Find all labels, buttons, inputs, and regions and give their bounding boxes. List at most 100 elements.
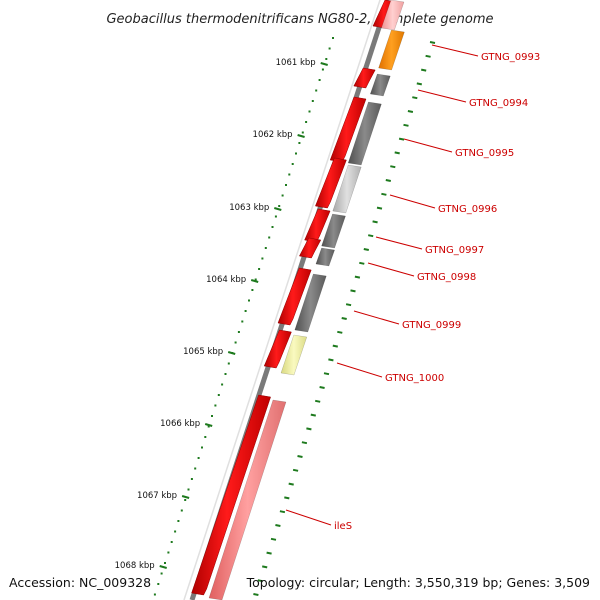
inner-tick <box>292 468 299 472</box>
genome-backbone-inner <box>183 0 381 600</box>
scale-dot <box>153 593 156 596</box>
reverse-strand-genes <box>208 0 405 600</box>
inner-tick <box>279 510 286 514</box>
inner-tick <box>368 234 374 238</box>
leader-line <box>336 362 383 378</box>
kbp-tick <box>159 565 167 569</box>
leader-line <box>431 44 479 57</box>
topology-text: Topology: circular; Length: 3,550,319 bp… <box>246 575 590 590</box>
gene-leader-lines <box>285 44 479 526</box>
scale-dot <box>308 110 311 113</box>
leader-line <box>367 262 415 277</box>
scale-dot <box>301 131 304 134</box>
reverse-gene <box>381 0 405 31</box>
scale-dot <box>204 436 207 438</box>
gene-label: GTNG_0996 <box>438 204 497 215</box>
scale-dot <box>298 142 301 144</box>
inner-tick <box>350 289 356 293</box>
gene-label: GTNG_0997 <box>425 245 484 256</box>
kbp-label: 1064 kbp <box>206 275 246 285</box>
scale-dot <box>234 341 237 344</box>
kbp-label: 1067 kbp <box>137 491 177 501</box>
scale-dot <box>194 467 197 470</box>
inner-tick <box>398 137 405 141</box>
inner-tick <box>337 330 343 334</box>
inner-ticks <box>253 41 436 596</box>
scale-dot <box>241 320 244 323</box>
inner-tick <box>394 151 400 155</box>
scale-dot <box>311 100 314 102</box>
kbp-label: 1061 kbp <box>276 58 316 68</box>
gene-label: ileS <box>334 521 352 532</box>
gene-label: GTNG_0994 <box>469 98 528 109</box>
inner-tick <box>310 413 316 417</box>
inner-tick <box>270 537 277 541</box>
scale-dot <box>285 184 287 186</box>
scale-dot <box>258 268 261 270</box>
scale-dot <box>261 257 264 260</box>
scale-dot <box>201 446 203 449</box>
inner-tick <box>376 206 383 210</box>
leader-line <box>403 138 453 153</box>
inner-tick <box>407 110 414 113</box>
inner-tick <box>354 275 361 279</box>
forward-gene <box>329 96 367 163</box>
gene-label: GTNG_0995 <box>455 148 514 159</box>
reverse-gene <box>208 399 287 600</box>
scale-dot <box>227 362 230 365</box>
inner-tick <box>412 96 418 100</box>
scale-dot <box>271 226 274 228</box>
gene-label: GTNG_0993 <box>481 52 540 63</box>
leader-line <box>417 89 467 103</box>
inner-tick <box>319 386 325 389</box>
scale-dot <box>157 583 160 585</box>
scale-dot <box>244 310 247 312</box>
scale-dot <box>237 331 240 333</box>
scale-dot <box>274 215 277 218</box>
inner-tick <box>288 482 294 486</box>
inner-tick <box>306 427 312 431</box>
scale-dot <box>321 68 324 71</box>
scale-dot <box>318 79 321 81</box>
kbp-label: 1065 kbp <box>183 347 223 357</box>
scale-dot <box>167 551 170 554</box>
scale-dot <box>254 278 257 281</box>
inner-tick <box>262 565 268 569</box>
kbp-tick <box>274 207 282 211</box>
kbp-tick <box>204 423 213 427</box>
forward-gene <box>304 208 331 243</box>
forward-strand-genes <box>191 0 398 596</box>
scale-dot <box>305 121 308 123</box>
inner-tick <box>253 593 259 596</box>
inner-tick <box>363 248 369 251</box>
kbp-label: 1062 kbp <box>253 130 293 140</box>
kbp-tick <box>181 495 190 499</box>
forward-gene <box>299 237 322 259</box>
inner-tick <box>359 261 365 265</box>
scale-dot <box>288 173 291 176</box>
inner-tick <box>421 68 427 72</box>
reverse-gene <box>347 101 382 166</box>
scale-dot <box>332 37 334 39</box>
scale-dot <box>328 47 331 50</box>
scale-dot <box>295 152 297 155</box>
forward-gene <box>191 394 271 596</box>
scale-dot <box>174 530 177 533</box>
scale-dot <box>224 373 227 375</box>
inner-tick <box>328 358 334 362</box>
map-title: Geobacillus thermodenitrificans NG80-2, … <box>106 12 493 27</box>
inner-tick <box>372 220 378 224</box>
inner-tick <box>332 344 338 348</box>
scale-dot <box>180 509 183 512</box>
leader-line <box>375 236 423 250</box>
forward-gene <box>353 67 376 89</box>
kbp-label: 1066 kbp <box>160 419 200 429</box>
scale-dot <box>187 488 190 491</box>
scale-dot <box>248 299 250 302</box>
scale-dot <box>217 394 220 396</box>
forward-gene <box>315 157 347 209</box>
inner-tick <box>345 303 352 307</box>
scale-dot <box>177 520 180 522</box>
scale-dot <box>184 499 187 501</box>
